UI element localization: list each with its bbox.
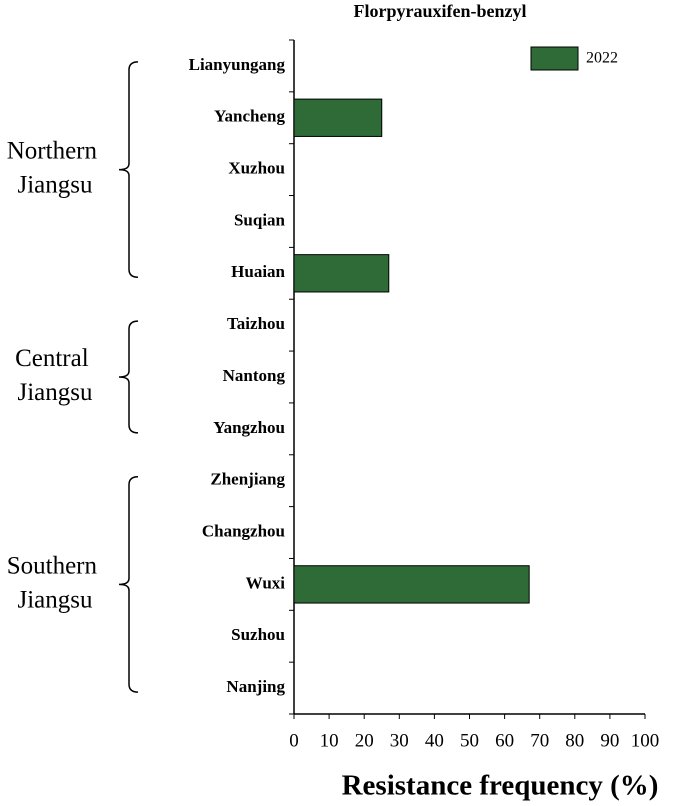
group-label: Central Jiangsu [15,345,95,406]
x-tick-label: 40 [425,730,444,751]
x-tick-label: 0 [289,730,299,751]
category-label: Suqian [234,210,286,229]
legend-swatch [530,46,579,71]
bar [293,98,383,137]
group-brace [118,475,139,693]
category-label: Huaian [231,262,285,281]
category-label: Wuxi [246,573,286,592]
category-label: Nanjing [226,677,285,696]
category-label: Suzhou [231,625,285,644]
x-tick-label: 50 [460,730,479,751]
x-tick-label: 70 [530,730,549,751]
group-brace [118,320,139,434]
category-label: Yancheng [214,107,285,126]
x-tick-label: 100 [631,730,660,751]
bar [293,565,530,604]
x-tick-label: 20 [355,730,374,751]
category-label: Taizhou [227,314,285,333]
x-tick-label: 80 [565,730,584,751]
x-tick-label: 90 [600,730,619,751]
x-tick-label: 60 [495,730,514,751]
category-label: Zhenjiang [210,470,285,489]
chart-title: Florpyrauxifen-benzyl [354,1,527,21]
x-tick-label: 10 [320,730,339,751]
x-axis-label: Resistance frequency (%) [342,770,659,802]
group-brace [118,61,139,279]
category-label: Yangzhou [213,418,285,437]
category-label: Lianyungang [189,55,286,74]
x-tick-label: 30 [390,730,409,751]
bar [293,254,390,293]
group-label: Southern Jiangsu [7,552,104,613]
category-label: Nantong [223,366,286,385]
category-label: Changzhou [202,521,285,540]
legend-label: 2022 [586,50,618,67]
group-label: Northern Jiangsu [7,137,104,198]
category-label: Xuzhou [228,159,285,178]
